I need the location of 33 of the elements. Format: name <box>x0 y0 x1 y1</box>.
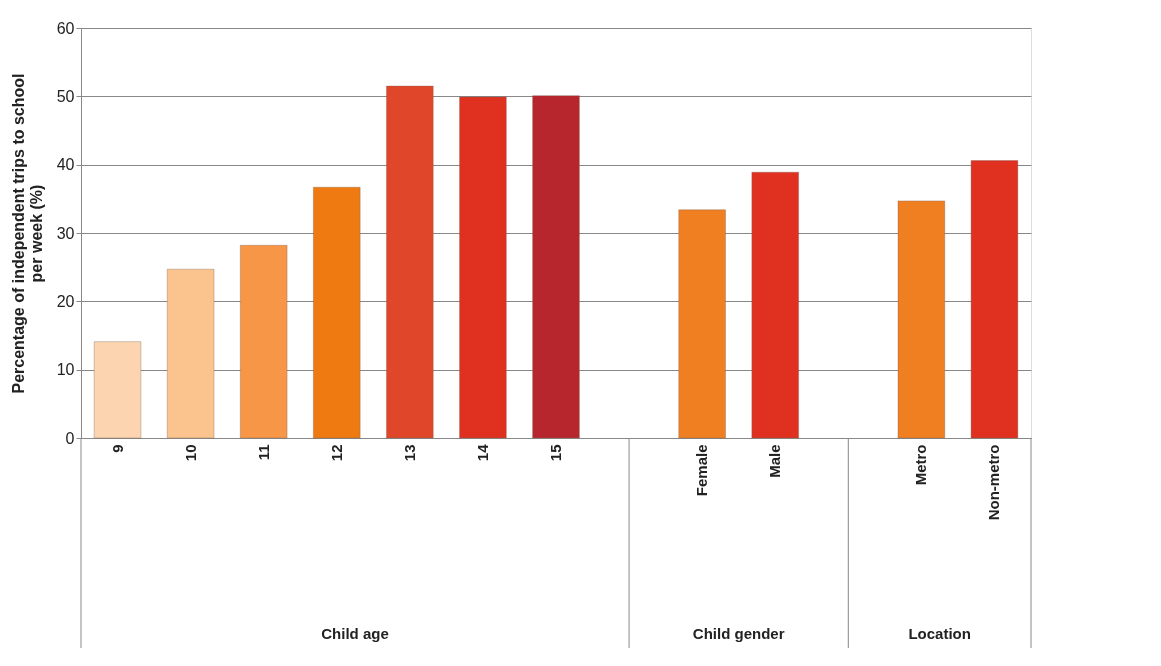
x-tick-label: 9 <box>108 444 126 453</box>
x-tick-label: 14 <box>473 443 491 462</box>
x-tick-label: 11 <box>254 444 272 461</box>
x-tick-label: 12 <box>327 444 345 462</box>
y-tick-label: 0 <box>65 429 75 447</box>
x-tick-label: 15 <box>547 444 564 462</box>
bar <box>970 160 1019 439</box>
x-tick-label: Non-metro <box>985 444 1003 521</box>
x-tick-label: 10 <box>181 444 199 462</box>
bar <box>459 96 507 439</box>
x-tick-label: 13 <box>400 444 418 462</box>
x-tick-label: Metro <box>912 444 930 486</box>
y-axis-title: Percentage of independent trips to school per week (%) <box>9 73 45 394</box>
bar <box>313 186 361 439</box>
y-tick-label: 50 <box>56 87 75 105</box>
text: Child age <box>321 625 389 642</box>
bar <box>240 245 288 439</box>
y-tick-label: 10 <box>56 361 75 379</box>
text: Child gender <box>692 625 785 642</box>
bar <box>166 268 215 439</box>
x-tick-label: Male <box>766 444 784 478</box>
text: Location <box>908 625 971 642</box>
bar <box>897 200 946 439</box>
bar <box>751 171 799 439</box>
x-tick-label: Female <box>693 444 711 497</box>
bar <box>532 95 580 439</box>
y-tick-label: 30 <box>56 224 75 242</box>
y-tick-label: 40 <box>56 156 75 174</box>
bar <box>386 85 434 439</box>
y-tick-label: 60 <box>56 19 75 37</box>
bar <box>678 209 726 439</box>
bar <box>93 341 142 439</box>
y-tick-label: 20 <box>56 292 75 310</box>
